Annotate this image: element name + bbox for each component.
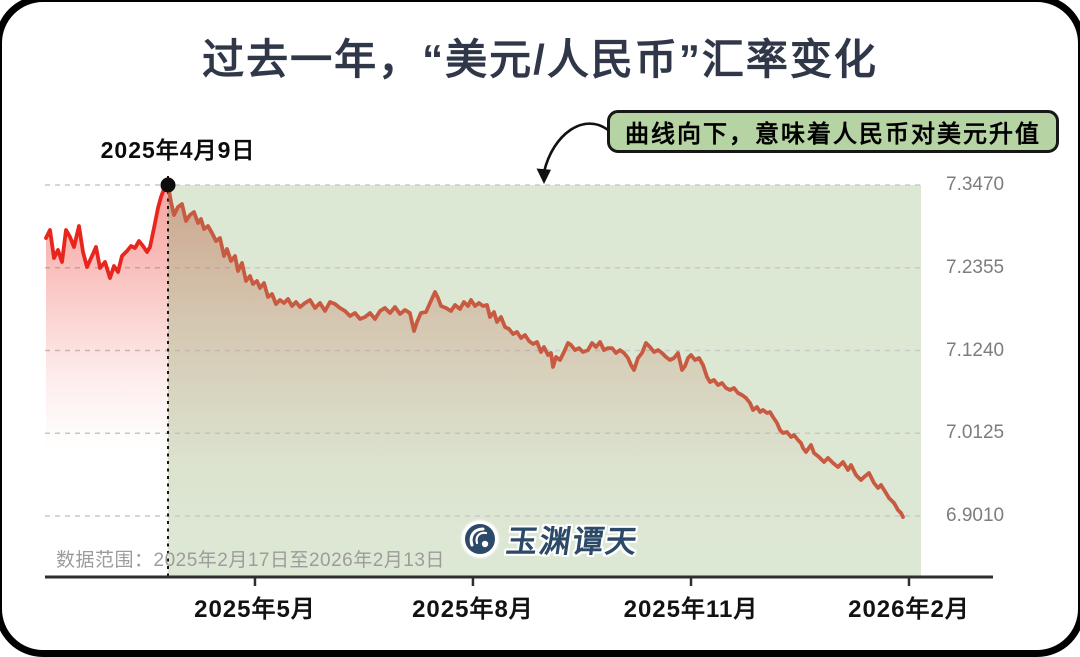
data-range-note: 数据范围：2025年2月17日至2026年2月13日	[56, 550, 445, 571]
annotation-text: 曲线向下，意味着人民币对美元升值	[625, 121, 1041, 148]
rate-line-before-peak	[44, 183, 170, 280]
fill-after-peak	[168, 185, 903, 577]
logo-wave-icon	[462, 520, 498, 557]
fill-before-peak	[46, 185, 168, 577]
annotation-arrowhead-icon	[536, 168, 551, 184]
annotation-arrow	[542, 122, 609, 173]
logo-text: 玉渊谭天	[504, 524, 642, 559]
logo: 玉渊谭天	[460, 516, 642, 561]
rate-line-after-peak	[166, 183, 905, 519]
peak-dot	[160, 177, 176, 193]
peak-date-label: 2025年4月9日	[100, 137, 256, 163]
page-title: 过去一年，“美元/人民币”汇率变化	[202, 36, 878, 83]
annotation-box: 曲线向下，意味着人民币对美元升值	[607, 110, 1059, 153]
